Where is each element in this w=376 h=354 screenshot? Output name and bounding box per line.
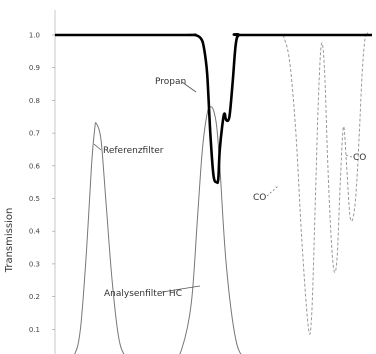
series-layer	[55, 32, 372, 354]
y-tick-label: 0.9	[29, 64, 40, 72]
series-line-propan	[55, 32, 372, 185]
series-line-analysenfilter-hc	[179, 106, 242, 354]
annotation-leader-analysenfilter	[161, 285, 201, 293]
y-tick-label: 0.4	[29, 228, 41, 236]
annotation-leader-co-right	[344, 154, 353, 158]
y-tick-label: 0.1	[29, 326, 40, 334]
y-tick-label: 0.6	[29, 162, 41, 170]
y-tick-label: 0.7	[29, 130, 40, 138]
y-tick-label: 0.5	[29, 195, 40, 203]
series-line-co	[282, 32, 372, 335]
annotation-leader-co-left	[266, 185, 279, 197]
series-line-referenzfilter	[74, 122, 125, 354]
annotation-analysenfilter-hc: Analysenfilter HC	[104, 289, 182, 299]
y-tick-label: 1.0	[29, 32, 40, 40]
annotation-leader-referenzfilter	[93, 143, 102, 151]
annotation-referenzfilter: Referenzfilter	[103, 146, 164, 156]
annotation-leader-propan	[181, 81, 197, 93]
annotation-co-right: CO	[353, 153, 366, 163]
y-tick-label: 0.2	[29, 293, 40, 301]
y-axis: 1.0 0.9 0.8 0.7 0.6 0.5 0.4 0.3 0.2 0.1	[29, 32, 55, 334]
annotation-co-left: CO	[253, 193, 266, 203]
y-axis-label: Transmission	[4, 208, 15, 274]
y-tick-label: 0.3	[29, 260, 40, 268]
annotation-propan: Propan	[155, 77, 186, 87]
y-tick-label: 0.8	[29, 97, 40, 105]
